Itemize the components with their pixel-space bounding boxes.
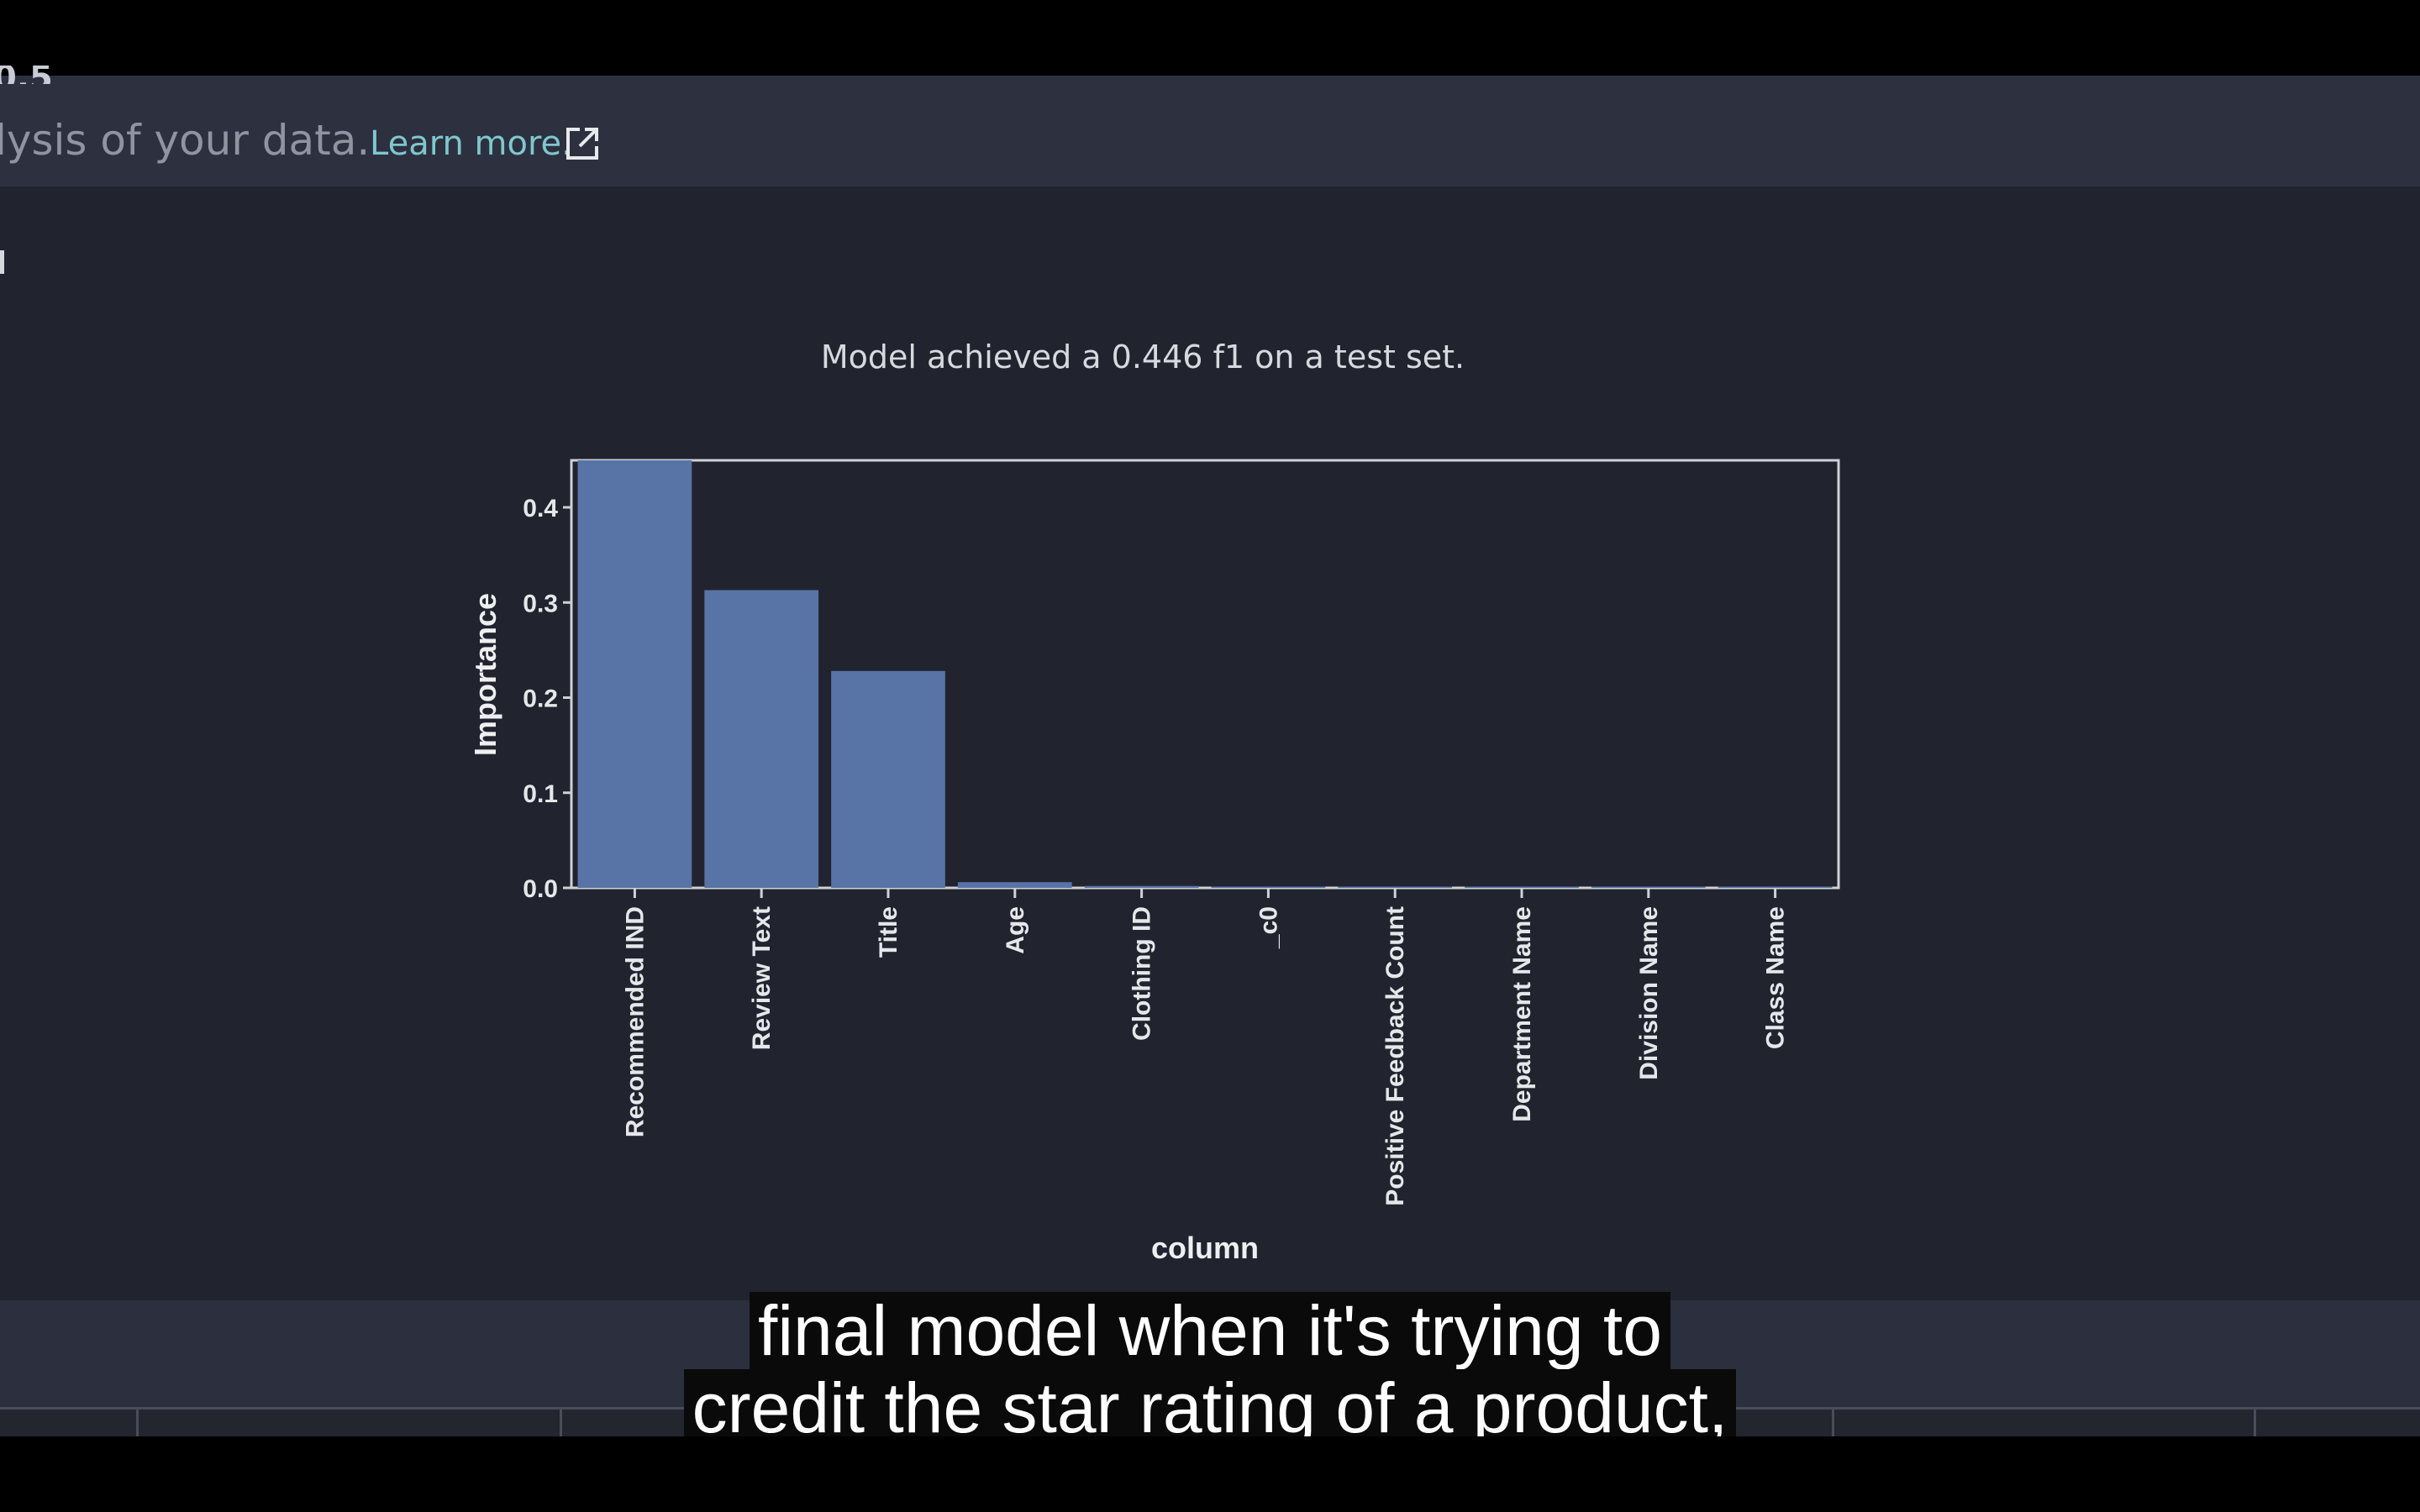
external-link-icon[interactable] [563,124,602,163]
learn-more-link[interactable]: Learn more. [370,124,572,163]
bar [704,590,819,888]
plot-frame [570,459,1840,890]
x-tick-label: Department Name [1508,906,1536,1122]
analysis-panel [0,186,2420,1300]
y-axis-label: Importance [468,593,502,756]
x-tick-label: Recommended IND [621,906,649,1137]
x-tick-label: Age [1002,906,1029,954]
x-tick-label: Review Text [748,906,776,1050]
bar [957,882,1072,888]
letterbox-bottom [0,1436,2420,1512]
bar [1718,886,1833,888]
feature-importance-chart: Model achieved a 0.446 f1 on a test set.… [468,339,1840,1265]
x-tick-label: _c0 [1255,906,1282,949]
bar [1084,885,1199,888]
column-divider [2254,1407,2256,1436]
banner-description: lysis of your data. [0,116,371,165]
bar [1338,886,1453,888]
bar [1465,886,1579,888]
y-tick-label: 0.0 [523,875,558,903]
bar [1591,886,1706,888]
info-banner [0,76,2420,186]
column-divider [560,1407,562,1436]
column-divider [1832,1407,1834,1436]
y-tick-label: 0.4 [523,495,558,522]
bar [577,460,692,888]
letterbox-top [0,0,2420,76]
x-tick-label: Division Name [1635,906,1663,1080]
chart-title: Model achieved a 0.446 f1 on a test set. [821,339,1465,375]
video-caption: final model when it's trying to credit t… [0,1292,2420,1446]
x-tick-label: Title [875,906,902,958]
text-cursor [0,250,4,274]
x-tick-label: Class Name [1762,906,1790,1049]
caption-line-2: credit the star rating of a product, [683,1369,1737,1446]
bar [1211,886,1326,888]
column-divider [136,1407,139,1436]
x-axis-label: column [1151,1231,1259,1265]
x-tick-label: Clothing ID [1128,906,1156,1041]
caption-line-1: final model when it's trying to [750,1292,1670,1369]
x-tick-label: Positive Feedback Count [1381,906,1409,1206]
y-tick-label: 0.3 [523,590,558,617]
y-tick-label: 0.2 [523,685,558,713]
y-tick-label: 0.1 [523,780,558,808]
cut-off-heading: 0.5 [0,66,53,84]
bar [831,670,945,888]
